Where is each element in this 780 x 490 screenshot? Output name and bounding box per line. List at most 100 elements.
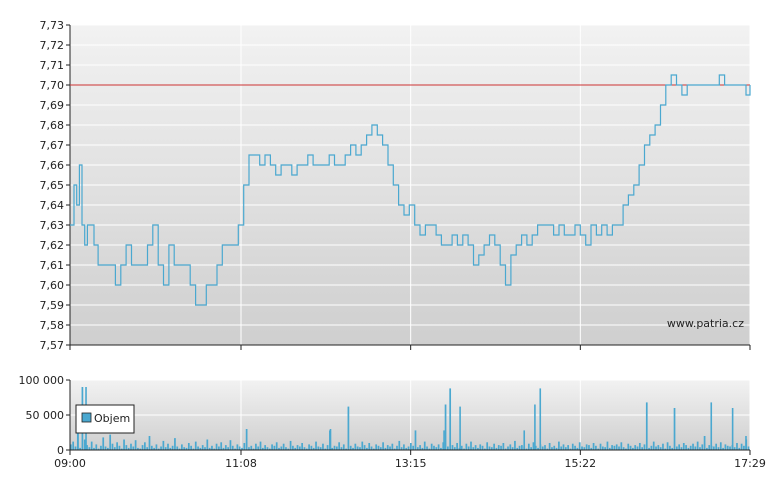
- volume-bar: [213, 448, 216, 450]
- volume-bar: [433, 445, 435, 450]
- volume-bar: [252, 448, 255, 450]
- volume-bar: [139, 448, 142, 450]
- volume-bar: [125, 445, 128, 450]
- price-y-tick-label: 7,69: [40, 99, 65, 112]
- volume-bar: [645, 402, 648, 450]
- volume-bar: [486, 442, 489, 450]
- volume-bar: [583, 447, 586, 450]
- volume-bar: [641, 447, 643, 450]
- volume-bar: [412, 445, 415, 450]
- volume-bar: [588, 445, 590, 450]
- price-y-tick-label: 7,68: [40, 119, 65, 132]
- volume-bar: [453, 447, 456, 450]
- volume-bar: [70, 444, 72, 450]
- volume-bar: [194, 441, 197, 450]
- volume-bar: [285, 447, 287, 450]
- volume-bar: [79, 447, 81, 450]
- volume-bar: [636, 446, 639, 450]
- volume-bar: [465, 443, 468, 450]
- volume-bar: [618, 446, 620, 450]
- volume-bar: [317, 446, 320, 450]
- volume-bar: [164, 447, 167, 450]
- volume-bar: [144, 442, 146, 450]
- volume-bar: [530, 447, 532, 450]
- volume-bar: [215, 443, 218, 450]
- price-y-tick-label: 7,57: [40, 339, 65, 352]
- volume-spike-bar: [731, 408, 734, 450]
- volume-bar: [340, 447, 343, 450]
- volume-bar: [511, 447, 514, 450]
- volume-bar: [319, 447, 322, 450]
- watermark: www.patria.cz: [667, 317, 744, 330]
- volume-bar: [685, 445, 687, 450]
- price-x-ticks: [69, 345, 751, 350]
- volume-bar: [361, 441, 364, 450]
- volume-bar: [310, 445, 313, 450]
- volume-bar: [400, 447, 403, 450]
- volume-bar: [662, 443, 664, 450]
- volume-bar: [204, 447, 206, 450]
- volume-bar: [447, 446, 449, 450]
- volume-bar: [708, 445, 711, 450]
- volume-bar: [682, 443, 685, 450]
- volume-bar: [555, 447, 558, 450]
- volume-bar: [722, 447, 724, 450]
- volume-bar: [259, 441, 262, 450]
- volume-bar: [544, 445, 546, 450]
- volume-bar: [190, 445, 192, 450]
- price-panel: 7,57 7,58 7,59 7,60 7,61 7,62 7,63 7,64 7,65 7,66…: [40, 19, 751, 352]
- volume-bar: [659, 447, 662, 450]
- volume-bar: [363, 445, 366, 450]
- volume-bar: [497, 445, 500, 450]
- volume-bar: [694, 446, 697, 450]
- volume-bar: [689, 445, 692, 450]
- volume-bar: [738, 447, 741, 450]
- volume-bar: [261, 447, 264, 450]
- volume-bar: [338, 442, 341, 450]
- volume-bar: [532, 442, 535, 450]
- volume-bar: [148, 436, 151, 450]
- volume-bar: [368, 443, 371, 450]
- volume-bar: [134, 440, 137, 450]
- volume-bar: [331, 447, 334, 450]
- volume-bar: [416, 447, 419, 450]
- volume-bar: [736, 443, 738, 450]
- volume-bar: [733, 447, 736, 450]
- volume-bar: [130, 443, 132, 450]
- volume-bar: [590, 447, 593, 450]
- volume-bar: [687, 447, 690, 450]
- volume-bar: [678, 444, 681, 450]
- volume-bar: [500, 445, 502, 450]
- volume-bar: [444, 404, 447, 450]
- volume-bar: [625, 448, 627, 450]
- volume-bar: [167, 443, 169, 450]
- volume-bar: [423, 441, 426, 450]
- volume-bar: [377, 445, 380, 450]
- volume-spike-bar: [710, 402, 713, 450]
- volume-bar: [558, 441, 560, 450]
- volume-bar: [664, 448, 667, 450]
- volume-legend: Objem: [75, 404, 135, 434]
- volume-bar: [366, 447, 368, 450]
- volume-bar: [370, 446, 373, 450]
- volume-bar: [127, 447, 130, 450]
- volume-bar: [312, 447, 315, 450]
- volume-bar: [534, 445, 537, 450]
- volume-bar: [97, 448, 100, 450]
- volume-bar: [615, 444, 618, 450]
- volume-bar: [671, 447, 674, 450]
- volume-bar: [107, 447, 109, 450]
- volume-bar: [333, 445, 336, 450]
- volume-bar: [699, 447, 701, 450]
- volume-bar: [162, 440, 165, 450]
- volume-bar: [655, 446, 657, 450]
- volume-bar: [604, 447, 606, 450]
- volume-y-tick-label: 0: [57, 444, 64, 457]
- volume-bar: [437, 444, 440, 450]
- volume-bar: [296, 445, 299, 450]
- volume-bar: [153, 447, 155, 450]
- volume-bar: [703, 436, 706, 450]
- volume-bar: [488, 446, 491, 450]
- volume-bar: [326, 445, 329, 450]
